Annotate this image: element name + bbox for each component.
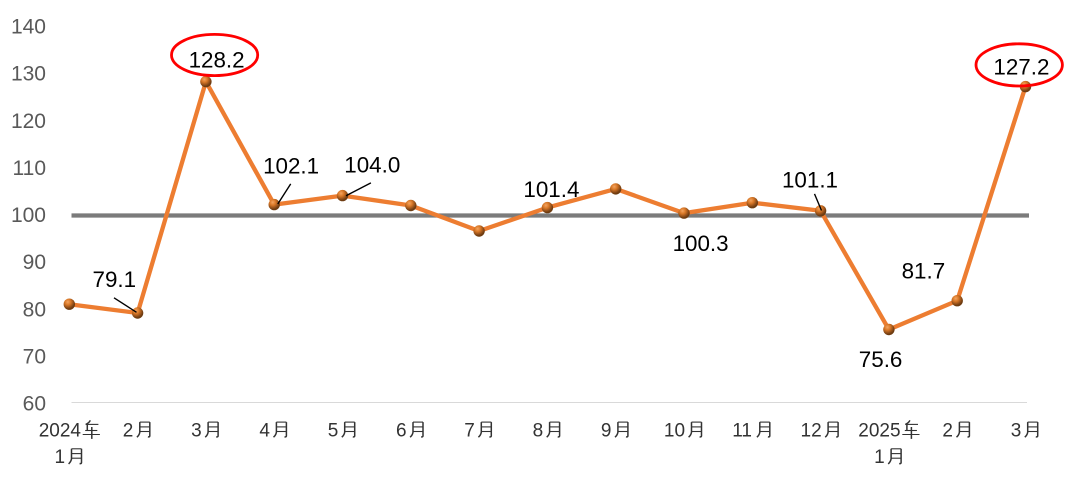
svg-text:70: 70 [23, 346, 46, 369]
svg-text:140: 140 [11, 16, 46, 39]
svg-text:102.1: 102.1 [263, 154, 319, 179]
svg-text:79.1: 79.1 [93, 267, 137, 292]
svg-text:120: 120 [11, 110, 46, 133]
svg-text:1: 1 [55, 447, 66, 468]
svg-text:8: 8 [533, 421, 544, 442]
svg-text:12: 12 [801, 421, 822, 442]
svg-text:104.0: 104.0 [344, 153, 400, 178]
svg-text:3: 3 [191, 421, 202, 442]
svg-text:75.6: 75.6 [859, 347, 903, 372]
svg-text:128.2: 128.2 [189, 47, 245, 72]
svg-text:2: 2 [942, 421, 953, 442]
svg-text:1: 1 [874, 447, 885, 468]
svg-text:2: 2 [123, 421, 134, 442]
svg-text:127.2: 127.2 [993, 55, 1049, 80]
svg-text:4: 4 [259, 421, 270, 442]
svg-text:130: 130 [11, 63, 46, 86]
svg-text:100: 100 [11, 204, 46, 227]
svg-text:9: 9 [601, 421, 612, 442]
svg-text:60: 60 [23, 393, 46, 416]
svg-text:10: 10 [664, 421, 685, 442]
svg-text:90: 90 [23, 251, 46, 274]
svg-text:7: 7 [464, 421, 475, 442]
svg-text:5: 5 [328, 421, 339, 442]
svg-text:11: 11 [732, 421, 752, 442]
svg-text:3: 3 [1011, 421, 1022, 442]
svg-text:101.4: 101.4 [523, 177, 579, 202]
svg-text:101.1: 101.1 [782, 167, 838, 192]
svg-text:2024: 2024 [39, 421, 82, 442]
svg-text:81.7: 81.7 [902, 259, 946, 284]
svg-text:80: 80 [23, 298, 46, 321]
svg-text:100.3: 100.3 [673, 231, 729, 256]
svg-text:110: 110 [13, 157, 46, 180]
svg-text:6: 6 [396, 421, 407, 442]
svg-text:2025: 2025 [858, 421, 900, 442]
